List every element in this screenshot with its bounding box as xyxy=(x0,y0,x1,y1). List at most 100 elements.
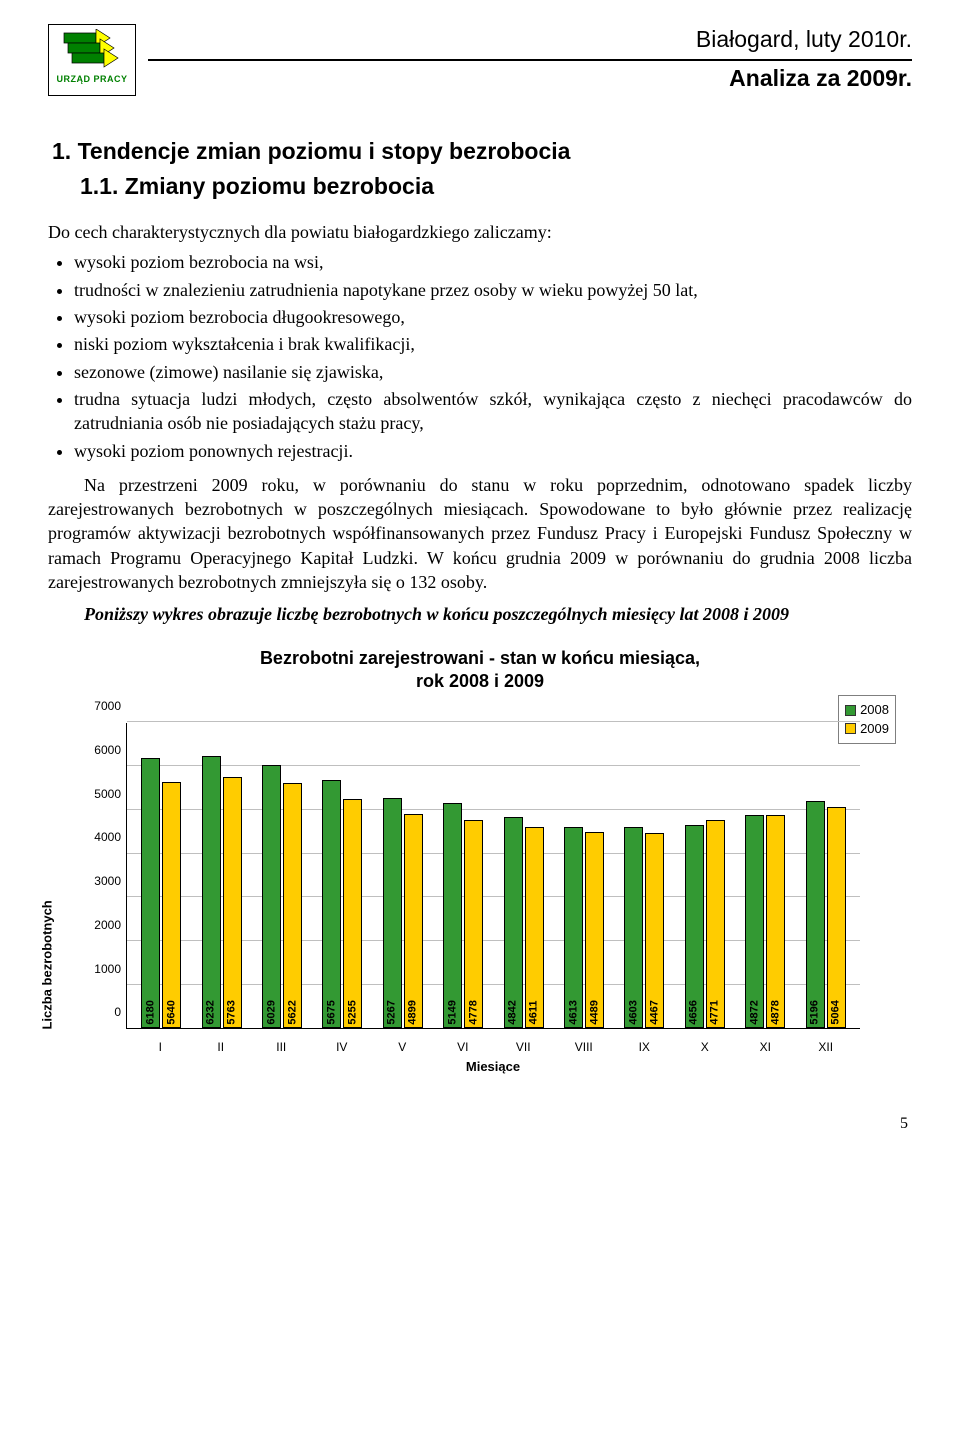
legend-label: 2009 xyxy=(860,720,889,738)
subsection-title: 1.1. Zmiany poziomu bezrobocia xyxy=(80,171,912,202)
bar-value-label: 4611 xyxy=(527,1000,542,1024)
bar-group: 46034467 xyxy=(621,827,667,1028)
bar-value-label: 6232 xyxy=(204,1000,219,1024)
logo-caption: URZĄD PRACY xyxy=(56,73,127,85)
legend-item: 2008 xyxy=(845,701,889,719)
x-axis-title: Miesiące xyxy=(126,1058,860,1076)
bar-value-label: 4778 xyxy=(466,1000,481,1024)
header-right: Białogard, luty 2010r. Analiza za 2009r. xyxy=(148,24,912,112)
bar: 5267 xyxy=(383,798,402,1028)
list-item: wysoki poziom bezrobocia na wsi, xyxy=(74,250,912,274)
y-tick-label: 6000 xyxy=(81,742,121,758)
bar-group: 5196 5064 xyxy=(803,801,849,1028)
y-axis-label: Liczba bezrobotnych xyxy=(38,900,56,1029)
page-number: 5 xyxy=(48,1113,912,1135)
y-tick-label: 0 xyxy=(81,1004,121,1020)
x-tick-label: XII xyxy=(803,1039,849,1055)
bar: 5196 xyxy=(806,801,825,1028)
bar: 4878 xyxy=(766,815,785,1028)
page-header: URZĄD PRACY Białogard, luty 2010r. Anali… xyxy=(48,24,912,112)
bar: 4467 xyxy=(645,833,664,1028)
x-tick-label: V xyxy=(379,1039,425,1055)
bar: 5640 xyxy=(162,782,181,1029)
bar: 4842 xyxy=(504,817,523,1029)
bar-value-label: 4656 xyxy=(687,1000,702,1024)
logo: URZĄD PRACY xyxy=(48,24,136,96)
list-item: niski poziom wykształcenia i brak kwalif… xyxy=(74,332,912,356)
bar: 5763 xyxy=(223,777,242,1029)
bar-group: 4872 4878 xyxy=(742,815,788,1028)
bar-value-label: 6029 xyxy=(264,1000,279,1024)
bar: 4489 xyxy=(585,832,604,1028)
bar: 5064 xyxy=(827,807,846,1028)
bar-value-label: 6180 xyxy=(143,1000,158,1024)
x-axis-labels: IIIIIIIVVVIVIIVIIIIXXXIXII xyxy=(126,1039,860,1055)
gridline xyxy=(127,721,860,722)
bar-value-label: 4872 xyxy=(747,1000,762,1024)
bar-value-label: 5064 xyxy=(829,1000,844,1024)
x-tick-label: I xyxy=(137,1039,183,1055)
bar-value-label: 5267 xyxy=(385,1000,400,1024)
x-tick-label: IV xyxy=(319,1039,365,1055)
bar: 6029 xyxy=(262,765,281,1029)
bar-group: 6232 5763 xyxy=(199,756,245,1028)
bar: 5675 xyxy=(322,780,341,1028)
x-tick-label: XI xyxy=(742,1039,788,1055)
bar-group: 6180 5640 xyxy=(138,758,184,1028)
bar: 4872 xyxy=(745,815,764,1028)
x-tick-label: III xyxy=(258,1039,304,1055)
header-place-date: Białogard, luty 2010r. xyxy=(148,24,912,55)
chart-title: Bezrobotni zarejestrowani - stan w końcu… xyxy=(48,647,912,694)
bar-value-label: 4899 xyxy=(406,1000,421,1024)
plot-area: 6180 5640 6232 5763 6029 5622 5675 5255 5267 4899… xyxy=(126,723,860,1029)
y-tick-label: 1000 xyxy=(81,960,121,976)
bar-group: 4613 4489 xyxy=(561,827,607,1029)
bar-value-label: 5149 xyxy=(445,1000,460,1024)
list-item: trudności w znalezieniu zatrudnienia nap… xyxy=(74,278,912,302)
legend-label: 2008 xyxy=(860,701,889,719)
bar-chart: 2008 2009 Liczba bezrobotnych 6180564062… xyxy=(70,703,890,1073)
section-title: 1. Tendencje zmian poziomu i stopy bezro… xyxy=(52,136,912,167)
legend-swatch-icon xyxy=(845,705,856,716)
list-item: trudna sytuacja ludzi młodych, często ab… xyxy=(74,387,912,436)
bar: 6232 xyxy=(202,756,221,1028)
x-tick-label: II xyxy=(198,1039,244,1055)
bar: 4778 xyxy=(464,820,483,1029)
bar-value-label: 5675 xyxy=(325,1000,340,1024)
bars-container: 6180 5640 6232 5763 6029 5622 5675 5255 5267 4899… xyxy=(127,723,860,1028)
bar: 6180 xyxy=(141,758,160,1028)
bar-value-label: 5640 xyxy=(164,1000,179,1024)
list-item: wysoki poziom ponownych rejestracji. xyxy=(74,439,912,463)
bar-group: 6029 5622 xyxy=(259,765,305,1029)
bar-value-label: 4771 xyxy=(708,1000,723,1024)
bar-value-label: 5763 xyxy=(225,1000,240,1024)
y-tick-label: 3000 xyxy=(81,873,121,889)
header-subtitle: Analiza za 2009r. xyxy=(148,63,912,94)
italic-caption: Poniższy wykres obrazuje liczbę bezrobot… xyxy=(48,602,912,626)
y-tick-label: 5000 xyxy=(81,786,121,802)
bar-value-label: 4613 xyxy=(566,1000,581,1024)
bar: 4899 xyxy=(404,814,423,1028)
bar: 5622 xyxy=(283,783,302,1029)
bar-group: 4842 4611 xyxy=(501,817,547,1029)
bar: 4611 xyxy=(525,827,544,1029)
bar-value-label: 4878 xyxy=(768,1000,783,1024)
bar: 4771 xyxy=(706,820,725,1029)
chart-title-line1: Bezrobotni zarejestrowani - stan w końcu… xyxy=(260,648,700,668)
x-tick-label: VII xyxy=(500,1039,546,1055)
header-rule xyxy=(148,59,912,61)
bar-value-label: 5622 xyxy=(285,1000,300,1024)
bar-group: 5675 5255 xyxy=(319,780,365,1028)
x-tick-label: X xyxy=(682,1039,728,1055)
chart-title-line2: rok 2008 i 2009 xyxy=(416,671,544,691)
list-item: wysoki poziom bezrobocia długookresowego… xyxy=(74,305,912,329)
list-item: sezonowe (zimowe) nasilanie się zjawiska… xyxy=(74,360,912,384)
bar-value-label: 5255 xyxy=(346,1000,361,1024)
bar-value-label: 4489 xyxy=(587,1000,602,1024)
body-paragraph: Na przestrzeni 2009 roku, w porównaniu d… xyxy=(48,473,912,594)
bar: 5255 xyxy=(343,799,362,1029)
logo-arrows-icon xyxy=(62,29,122,71)
y-tick-label: 4000 xyxy=(81,829,121,845)
bar: 4603 xyxy=(624,827,643,1028)
bar-value-label: 4842 xyxy=(506,1000,521,1024)
